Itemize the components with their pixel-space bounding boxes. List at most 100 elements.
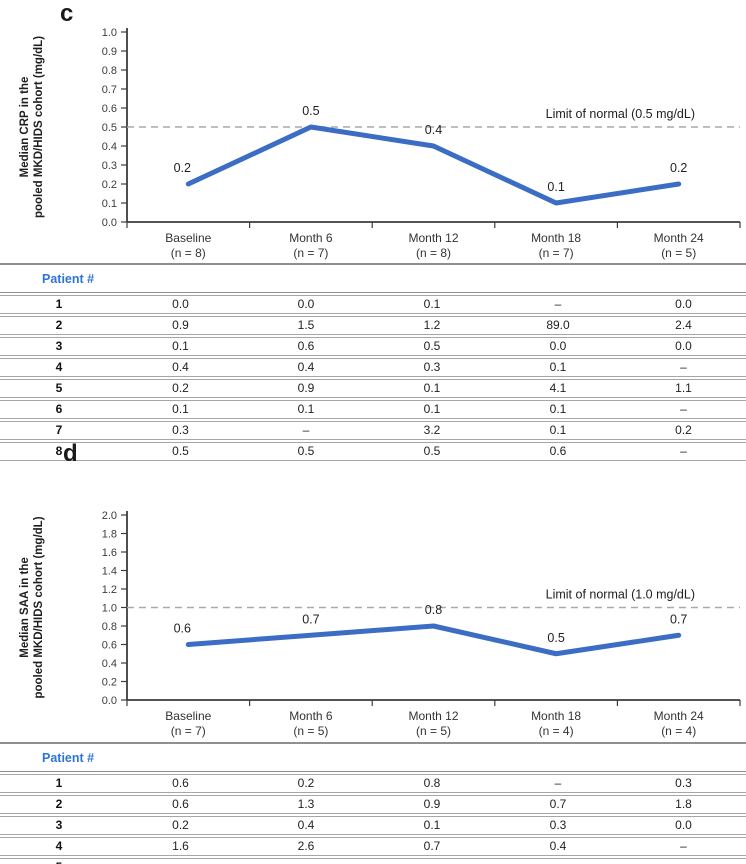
saa-line-chart: Median SAA in the pooled MKD/HIDS cohort … — [19, 510, 741, 738]
data-point-label: 0.2 — [174, 161, 191, 175]
x-category-n-label: (n = 7) — [171, 724, 206, 738]
x-category-n-label: (n = 7) — [293, 246, 328, 260]
value-cell: 0.6 — [118, 795, 243, 814]
value-cell: 1.2 — [369, 316, 495, 335]
panel-label-c: c — [60, 0, 74, 27]
value-cell: – — [495, 858, 621, 864]
value-cell: 0.1 — [369, 379, 495, 398]
value-cell: 0.1 — [495, 421, 621, 440]
y-tick-label: 1.0 — [102, 603, 117, 615]
value-cell: 1.8 — [621, 795, 746, 814]
x-category-label: Month 6 — [289, 709, 333, 723]
value-cell: 0.1 — [118, 337, 243, 356]
value-cell: 0.1 — [369, 816, 495, 835]
y-tick-label: 0.8 — [102, 621, 117, 633]
y-tick-label: 0.6 — [102, 103, 117, 115]
y-tick-label: 0.1 — [102, 198, 117, 210]
x-category-n-label: (n = 5) — [416, 724, 451, 738]
patient-table-row: 2 0.9 1.5 1.2 89.0 2.4 — [0, 316, 746, 335]
patient-table-row: 4 0.4 0.4 0.3 0.1– — [0, 358, 746, 377]
value-cell: 0.4 — [495, 837, 621, 856]
patient-number-cell: 6 — [0, 400, 118, 419]
value-cell: 0.0 — [621, 295, 746, 314]
patient-table-row: 6 0.1 0.1 0.1 0.1– — [0, 400, 746, 419]
patient-number-header: Patient # — [0, 267, 746, 293]
patient-number-cell: 8 — [0, 442, 118, 461]
value-cell: 0.5 — [369, 442, 495, 461]
limit-line-annotation: Limit of normal (1.0 mg/dL) — [546, 588, 695, 602]
patient-table-row: 4 1.6 2.6 0.7 0.4– — [0, 837, 746, 856]
y-tick-label: 0.4 — [102, 658, 117, 670]
value-cell: 2.6 — [243, 837, 369, 856]
value-cell: 0.0 — [621, 337, 746, 356]
x-category-n-label: (n = 8) — [171, 246, 206, 260]
x-category-label: Month 12 — [408, 231, 458, 245]
patient-number-cell: 2 — [0, 795, 118, 814]
value-cell: 0.9 — [369, 795, 495, 814]
data-point-label: 0.7 — [670, 612, 687, 626]
patient-table-row: 5––––– — [0, 858, 746, 864]
x-category-n-label: (n = 7) — [539, 246, 574, 260]
value-cell: 0.7 — [369, 837, 495, 856]
patient-number-cell: 1 — [0, 774, 118, 793]
value-cell: – — [621, 400, 746, 419]
panel-divider — [0, 463, 746, 475]
data-point-label: 0.5 — [302, 104, 319, 118]
table-header-row: Patient # — [0, 746, 746, 772]
value-cell: 0.1 — [369, 295, 495, 314]
value-cell: – — [621, 837, 746, 856]
crp-line-chart: Median CRP in the pooled MKD/HIDS cohort … — [19, 27, 741, 260]
x-category-n-label: (n = 5) — [293, 724, 328, 738]
patient-table-row: 1 0.0 0.0 0.1–0.0 — [0, 295, 746, 314]
y-tick-label: 0.3 — [102, 160, 117, 172]
panel-label-d: d — [63, 440, 78, 467]
value-cell: – — [243, 421, 369, 440]
data-line — [185, 623, 682, 657]
value-cell: 0.5 — [369, 337, 495, 356]
value-cell: 0.4 — [118, 358, 243, 377]
data-point-label: 0.5 — [547, 631, 564, 645]
value-cell: 4.1 — [495, 379, 621, 398]
patient-table-row: 3 0.1 0.6 0.5 0.0 0.0 — [0, 337, 746, 356]
value-cell: – — [118, 858, 243, 864]
y-tick-label: 0.8 — [102, 65, 117, 77]
value-cell: 0.3 — [495, 816, 621, 835]
patient-number-cell: 4 — [0, 837, 118, 856]
value-cell: 0.3 — [369, 358, 495, 377]
value-cell: 1.3 — [243, 795, 369, 814]
x-category-label: Month 18 — [531, 709, 581, 723]
value-cell: 0.4 — [243, 816, 369, 835]
value-cell: 0.7 — [495, 795, 621, 814]
value-cell: 0.6 — [118, 774, 243, 793]
value-cell: 89.0 — [495, 316, 621, 335]
value-cell: 0.1 — [369, 400, 495, 419]
value-cell: 0.3 — [118, 421, 243, 440]
patient-table-row: 3 0.2 0.4 0.1 0.3 0.0 — [0, 816, 746, 835]
y-tick-label: 2.0 — [102, 510, 117, 522]
value-cell: 0.1 — [118, 400, 243, 419]
x-category-label: Month 6 — [289, 231, 333, 245]
x-category-n-label: (n = 8) — [416, 246, 451, 260]
value-cell: 0.0 — [118, 295, 243, 314]
value-cell: 0.5 — [118, 442, 243, 461]
value-cell: – — [369, 858, 495, 864]
patient-table-row: 2 0.6 1.3 0.9 0.7 1.8 — [0, 795, 746, 814]
crp-patient-table: Patient # 1 0.0 0.0 0.1–0.0 2 0.9 1.5 1.2 89.0 2.… — [0, 263, 746, 463]
patient-number-cell: 7 — [0, 421, 118, 440]
value-cell: 0.2 — [243, 774, 369, 793]
y-axis-title: pooled MKD/HIDS cohort (mg/dL) — [33, 36, 45, 218]
patient-number-cell: 5 — [0, 379, 118, 398]
value-cell: – — [621, 358, 746, 377]
value-cell: 0.2 — [118, 816, 243, 835]
data-point-label: 0.1 — [547, 180, 564, 194]
value-cell: 0.1 — [495, 358, 621, 377]
patient-number-cell: 2 — [0, 316, 118, 335]
saa-table-body: 1 0.6 0.2 0.8–0.3 2 0.6 1.3 0.9 0.7 1.8 3 0.2 0.4 0.1… — [0, 774, 746, 864]
y-axis-title: Median CRP in the — [19, 77, 31, 178]
value-cell: 0.9 — [118, 316, 243, 335]
value-cell: – — [495, 774, 621, 793]
y-tick-label: 0.0 — [102, 695, 117, 707]
limit-line-annotation: Limit of normal (0.5 mg/dL) — [546, 107, 695, 121]
value-cell: 1.1 — [621, 379, 746, 398]
patient-number-cell: 1 — [0, 295, 118, 314]
